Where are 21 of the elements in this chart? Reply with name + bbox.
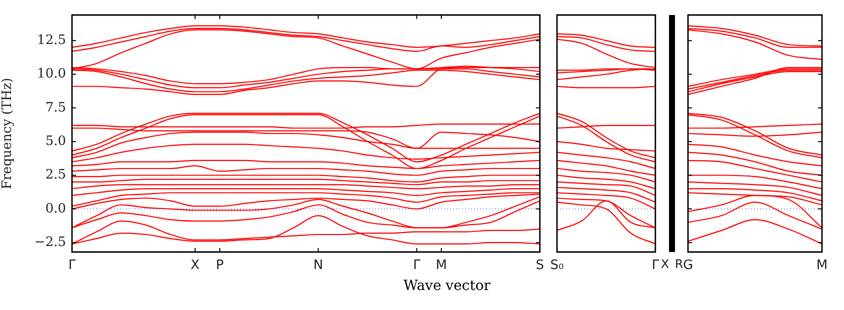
x-tick-label: S bbox=[536, 258, 544, 274]
category-label: R bbox=[674, 257, 684, 271]
y-tick-label: 5.0 bbox=[45, 134, 66, 149]
y-tick-label: 0.0 bbox=[45, 201, 66, 216]
x-tick-label: G bbox=[682, 258, 694, 274]
x-tick-label: Γ bbox=[413, 258, 422, 274]
x-tick-label: N bbox=[313, 258, 324, 274]
x-tick-label: P bbox=[216, 258, 224, 274]
y-tick-label: −2.5 bbox=[34, 234, 66, 250]
y-tick-label: 2.5 bbox=[45, 168, 66, 183]
x-tick-label: Γ bbox=[68, 258, 76, 274]
x-axis-title: Wave vector bbox=[402, 278, 492, 294]
y-tick-label: 7.5 bbox=[45, 100, 66, 116]
y-tick-label: 12.5 bbox=[37, 32, 66, 48]
x-tick-label: S₀ bbox=[550, 258, 564, 274]
y-tick-label: 10.0 bbox=[37, 66, 66, 82]
y-axis-title: Frequency (THz) bbox=[0, 78, 16, 190]
x-tick-label: M bbox=[436, 258, 447, 274]
x-tick-label: X bbox=[190, 258, 200, 274]
x-tick-label: M bbox=[816, 258, 828, 274]
x-tick-label: Γ bbox=[652, 258, 660, 274]
